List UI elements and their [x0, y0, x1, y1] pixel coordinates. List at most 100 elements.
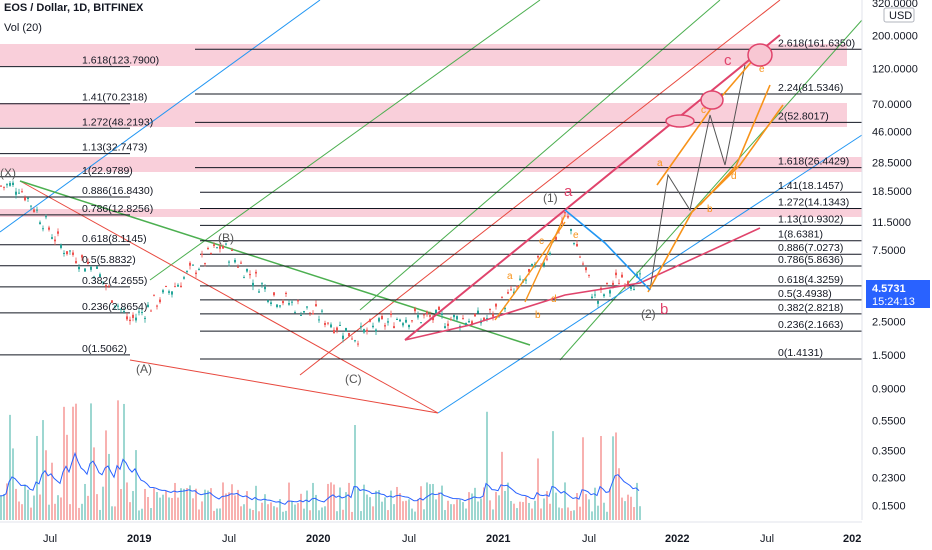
volume-bar	[324, 506, 326, 520]
wave-orange-c1: c	[539, 236, 544, 247]
volume-bar	[30, 507, 32, 520]
candle-body	[504, 307, 506, 310]
candle-body	[96, 266, 98, 269]
time-axis[interactable]: Jul 2019 Jul 2020 Jul 2021 Jul 2022 Jul …	[0, 521, 862, 550]
fib-left-label-11: 0(1.5062)	[82, 343, 127, 355]
candle-body	[30, 205, 32, 207]
candle-body	[231, 250, 233, 252]
volume-bar	[192, 498, 194, 520]
candle-body	[270, 302, 272, 304]
time-tick-6: Jul	[582, 533, 596, 545]
candle-body	[444, 326, 446, 329]
fib-right-label-4: 1.41(18.1457)	[778, 180, 843, 192]
wave-label-1: (1)	[543, 191, 558, 205]
candle-body	[606, 282, 608, 284]
volume-bar	[147, 497, 149, 520]
candle-body	[255, 271, 257, 274]
volume-bar	[396, 486, 398, 520]
volume-bar	[609, 488, 611, 520]
candle-body	[507, 292, 509, 294]
volume-bar	[60, 497, 62, 520]
candle-body	[120, 308, 122, 310]
volume-bar	[93, 447, 95, 520]
volume-bar	[6, 483, 8, 520]
chart-title[interactable]: EOS / Dollar, 1D, BITFINEX	[4, 2, 144, 14]
volume-bar	[312, 482, 314, 520]
candle-body	[300, 314, 302, 316]
volume-bar	[63, 406, 65, 520]
candle-body	[225, 243, 227, 245]
candle-body	[483, 317, 485, 321]
candle-body	[3, 186, 5, 188]
wave-pink-b: b	[660, 301, 668, 318]
candle-body	[39, 222, 41, 225]
volume-bar	[531, 508, 533, 520]
volume-bar	[18, 501, 20, 520]
fib-left-label-1: 1.41(70.2318)	[82, 92, 147, 104]
candle-body	[345, 327, 347, 332]
volume-bar	[513, 503, 515, 520]
volume-bar	[393, 504, 395, 520]
fib-right-label-9: 0.786(5.8636)	[778, 254, 843, 266]
volume-bar	[99, 509, 101, 520]
candle-body	[282, 301, 284, 304]
volume-bar	[27, 489, 29, 520]
candle-body	[516, 285, 518, 287]
volume-bar	[252, 510, 254, 520]
candle-body	[390, 313, 392, 316]
wave-pink-c: c	[724, 52, 732, 69]
price-tick-15: 0.2300	[872, 473, 906, 485]
candle-body	[321, 310, 323, 312]
candle-body	[429, 315, 431, 317]
volume-bar	[201, 501, 203, 520]
candle-body	[555, 236, 557, 240]
volume-bar	[228, 492, 230, 520]
candle-body	[84, 268, 86, 272]
volume-bar	[174, 482, 176, 520]
volume-bar	[3, 494, 5, 520]
candle-body	[612, 282, 614, 285]
volume-bar	[303, 508, 305, 520]
volume-bar	[57, 495, 59, 520]
candle-body	[198, 268, 200, 270]
candle-body	[486, 318, 488, 320]
candle-body	[117, 305, 119, 307]
candle-body	[615, 272, 617, 276]
candle-body	[261, 283, 263, 285]
candle-body	[252, 282, 254, 287]
candle-body	[63, 252, 65, 254]
volume-bar	[165, 490, 167, 520]
currency-badge[interactable]	[883, 7, 915, 23]
volume-bar	[576, 493, 578, 520]
candle-body	[60, 244, 62, 248]
countdown: 15:24:13	[872, 296, 915, 308]
candle-body	[18, 192, 20, 194]
candle-body	[108, 285, 110, 287]
volume-bar	[48, 504, 50, 520]
fib-right-label-8: 0.886(7.0273)	[778, 242, 843, 254]
candle-body	[441, 313, 443, 316]
candle-body	[546, 258, 548, 260]
volume-bar	[210, 488, 212, 520]
candle-body	[318, 319, 320, 321]
wave-orange-a1: a	[507, 271, 513, 282]
time-tick-1: 2019	[127, 533, 151, 545]
candle-body	[249, 274, 251, 276]
price-tick-7: 11.5000	[872, 217, 911, 229]
volume-bar	[45, 450, 47, 520]
candle-body	[258, 291, 260, 293]
candle-body	[123, 311, 125, 313]
candle-body	[366, 329, 368, 332]
price-tick-16: 0.1500	[872, 501, 906, 513]
candle-body	[408, 324, 410, 328]
volume-bar	[177, 497, 179, 520]
candle-body	[378, 318, 380, 322]
candle-body	[228, 261, 230, 263]
candle-body	[291, 301, 293, 303]
volume-bar	[294, 504, 296, 520]
volume-bar	[549, 503, 551, 520]
price-axis[interactable]: USD 320.0000 200.0000 120.0000 70.0000 46.00…	[861, 0, 932, 550]
volume-bar	[363, 484, 365, 520]
volume-indicator-label[interactable]: Vol (20)	[4, 22, 42, 34]
